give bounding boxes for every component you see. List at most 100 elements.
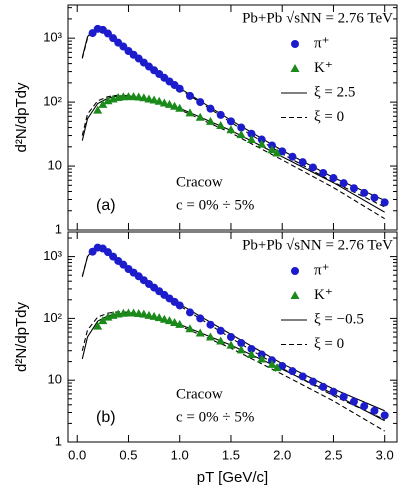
data-point	[170, 317, 180, 326]
data-point	[98, 99, 108, 108]
data-point	[185, 108, 195, 117]
legend-title: Pb+Pb √sNN = 2.76 TeV	[242, 10, 393, 26]
data-point	[272, 363, 282, 372]
legend-swatch	[291, 267, 299, 275]
x-tick-label: 2.0	[273, 447, 291, 462]
data-point	[226, 340, 236, 349]
data-point	[360, 402, 369, 411]
y-tick-label: 10	[48, 157, 62, 172]
data-point	[109, 34, 118, 43]
legend-label: π⁺	[314, 262, 330, 278]
data-point	[226, 125, 236, 134]
plot-frame	[67, 4, 398, 231]
data-point	[175, 301, 184, 310]
y-tick-label: 10³	[43, 30, 62, 45]
curve	[81, 247, 385, 421]
y-tick-label: 1	[55, 221, 62, 236]
y-tick-label: 10	[48, 372, 62, 387]
data-point	[139, 309, 149, 318]
data-point	[216, 121, 226, 130]
data-point	[319, 168, 328, 177]
data-point	[329, 387, 338, 396]
data-point	[206, 104, 215, 113]
x-tick-label: 1.5	[222, 447, 240, 462]
y-tick-label: 10³	[43, 248, 62, 263]
data-point	[236, 130, 246, 139]
x-tick-label: 0.0	[68, 447, 86, 462]
data-point	[257, 139, 267, 148]
data-point	[205, 332, 215, 341]
y-tick-label: 10²	[43, 310, 62, 325]
data-point	[144, 94, 154, 103]
data-point	[236, 345, 246, 354]
data-point	[185, 324, 195, 333]
x-tick-label: 2.5	[324, 447, 342, 462]
legend-label: K⁺	[314, 60, 333, 76]
data-point	[98, 316, 108, 325]
annotation: Cracow	[176, 386, 223, 402]
data-point	[216, 336, 226, 345]
legend-label: ξ = 0	[314, 336, 344, 352]
panel-label: (b)	[96, 409, 116, 426]
data-point	[205, 116, 215, 125]
data-point	[349, 184, 358, 193]
y-axis-label: d²N/dpTdy	[13, 82, 30, 153]
y-axis-label: d²N/dpTdy	[13, 301, 30, 372]
data-point	[329, 174, 338, 183]
data-point	[272, 148, 282, 157]
data-point	[144, 310, 154, 319]
data-point	[298, 372, 307, 381]
legend-swatch	[290, 64, 300, 72]
data-point	[103, 29, 112, 38]
annotation: Cracow	[176, 174, 223, 190]
data-point	[175, 103, 185, 112]
data-point	[149, 95, 159, 104]
data-point	[278, 147, 287, 156]
data-point	[175, 319, 185, 328]
data-point	[370, 193, 379, 202]
data-point	[380, 198, 389, 207]
data-point	[139, 93, 149, 102]
legend-label: ξ = 0	[314, 109, 344, 125]
data-point	[185, 308, 194, 317]
data-point	[339, 179, 348, 188]
data-point	[154, 313, 164, 322]
data-point	[226, 117, 235, 126]
data-point	[196, 314, 205, 323]
data-point	[308, 163, 317, 172]
data-point	[278, 361, 287, 370]
data-point	[288, 152, 297, 161]
data-point	[349, 397, 358, 406]
data-point	[93, 105, 103, 114]
data-point	[149, 311, 159, 320]
data-point	[185, 91, 194, 100]
data-point	[298, 158, 307, 167]
data-point	[319, 382, 328, 391]
data-point	[247, 129, 256, 138]
data-point	[339, 392, 348, 401]
data-point	[164, 99, 174, 108]
data-point	[159, 98, 169, 107]
data-point	[170, 101, 180, 110]
legend-swatch	[290, 291, 300, 299]
curve	[81, 311, 385, 432]
data-point	[164, 316, 174, 325]
data-point	[360, 188, 369, 197]
x-tick-label: 1.0	[171, 447, 189, 462]
data-point	[370, 406, 379, 415]
legend-label: ξ = −0.5	[314, 311, 364, 327]
data-point	[257, 135, 266, 144]
data-point	[246, 135, 256, 144]
data-point	[247, 344, 256, 353]
data-point	[159, 314, 169, 323]
data-point	[216, 326, 225, 335]
data-point	[154, 96, 164, 105]
data-point	[237, 123, 246, 132]
x-tick-label: 3.0	[376, 447, 394, 462]
legend-title: Pb+Pb √sNN = 2.76 TeV	[242, 237, 393, 253]
data-point	[216, 110, 225, 119]
annotation: c = 0% ÷ 5%	[176, 197, 254, 213]
data-point	[196, 98, 205, 107]
legend-swatch	[291, 40, 299, 48]
data-point	[246, 350, 256, 359]
